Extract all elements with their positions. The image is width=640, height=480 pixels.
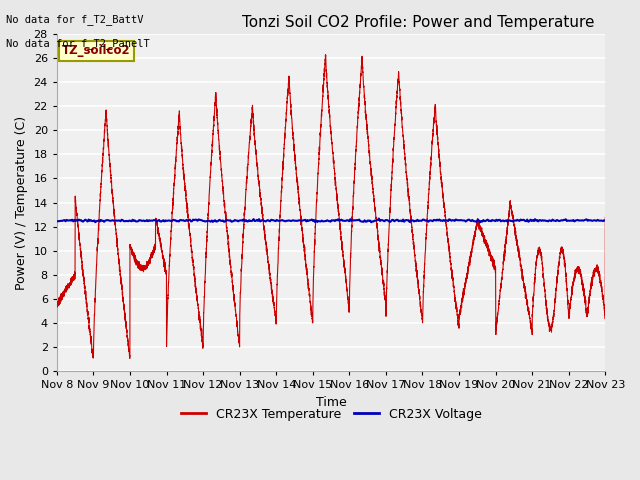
Text: TZ_soilco2: TZ_soilco2 xyxy=(62,44,131,57)
Y-axis label: Power (V) / Temperature (C): Power (V) / Temperature (C) xyxy=(15,116,28,289)
Text: No data for f_T2_BattV: No data for f_T2_BattV xyxy=(6,14,144,25)
X-axis label: Time: Time xyxy=(316,396,346,408)
Text: Tonzi Soil CO2 Profile: Power and Temperature: Tonzi Soil CO2 Profile: Power and Temper… xyxy=(242,15,595,30)
Text: No data for f_T2_PanelT: No data for f_T2_PanelT xyxy=(6,38,150,49)
Legend: CR23X Temperature, CR23X Voltage: CR23X Temperature, CR23X Voltage xyxy=(176,403,486,426)
